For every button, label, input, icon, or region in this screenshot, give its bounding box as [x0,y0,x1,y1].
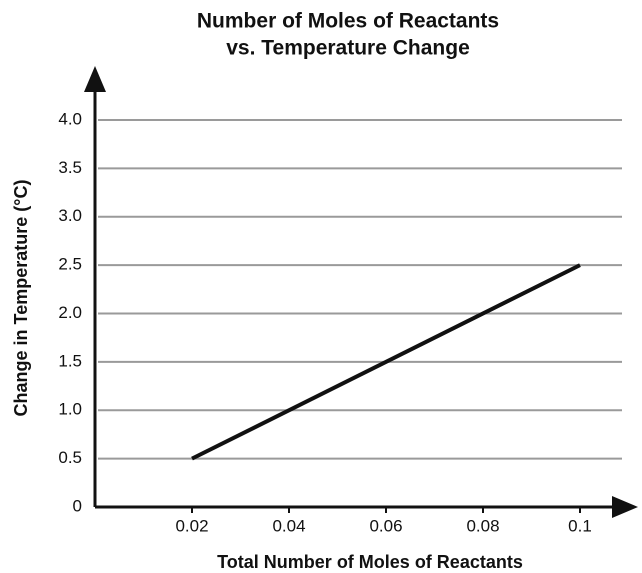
y-tick-label: 1.5 [58,351,82,370]
y-tick-label: 1.0 [58,400,82,419]
y-tick-label: 2.5 [58,255,82,274]
x-tick-label: 0.1 [568,516,592,535]
x-axis-arrow [612,496,638,518]
chart-title: vs. Temperature Change [226,37,470,60]
x-tick-label: 0.02 [175,516,208,535]
x-axis-title: Total Number of Moles of Reactants [217,552,523,572]
x-tick-label: 0.04 [272,516,305,535]
y-tick-label: 3.5 [58,158,82,177]
y-tick-label: 4.0 [58,109,82,128]
y-tick-label: 0 [73,496,82,515]
x-tick-label: 0.08 [466,516,499,535]
y-axis-title: Change in Temperature (°C) [11,180,31,417]
data-line [191,263,581,461]
chart-title: Number of Moles of Reactants [197,10,499,33]
y-tick-label: 3.0 [58,206,82,225]
y-tick-label: 2.0 [58,303,82,322]
y-axis-arrow [84,66,106,92]
x-tick-label: 0.06 [369,516,402,535]
y-tick-label: 0.5 [58,448,82,467]
